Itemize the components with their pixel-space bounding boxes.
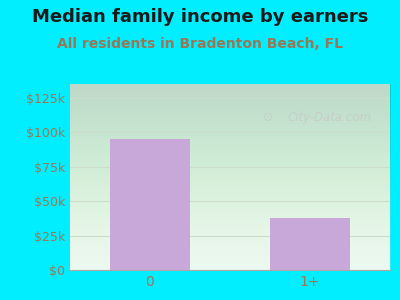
Text: All residents in Bradenton Beach, FL: All residents in Bradenton Beach, FL — [57, 37, 343, 50]
Text: Median family income by earners: Median family income by earners — [32, 8, 368, 26]
Text: City-Data.com: City-Data.com — [288, 111, 372, 124]
Bar — [110, 139, 190, 270]
Bar — [270, 218, 350, 270]
Text: ⊙: ⊙ — [263, 111, 274, 124]
